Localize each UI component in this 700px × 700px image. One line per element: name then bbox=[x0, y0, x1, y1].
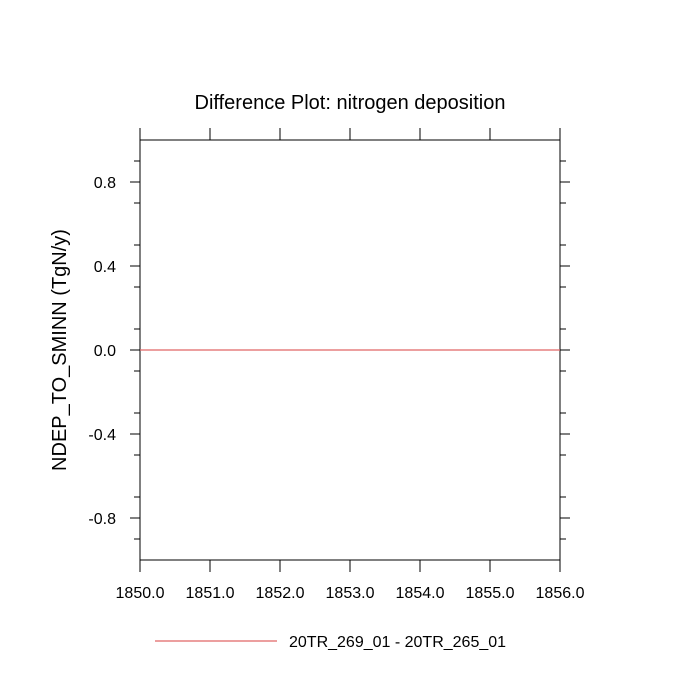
ticks-layer bbox=[130, 128, 570, 572]
chart-title: Difference Plot: nitrogen deposition bbox=[195, 92, 506, 114]
legend: 20TR_269_01 - 20TR_265_01 bbox=[155, 634, 506, 651]
legend-label: 20TR_269_01 - 20TR_265_01 bbox=[289, 634, 506, 651]
tick-labels-layer: 1850.0 1851.0 1852.0 1853.0 1854.0 1855.0 1856… bbox=[88, 175, 584, 602]
y-tick-label: 0.8 bbox=[94, 175, 116, 192]
x-tick-label: 1851.0 bbox=[186, 585, 235, 602]
x-tick-label: 1853.0 bbox=[326, 585, 375, 602]
x-tick-label: 1850.0 bbox=[116, 585, 165, 602]
x-tick-label: 1854.0 bbox=[396, 585, 445, 602]
y-tick-label: 0.0 bbox=[94, 343, 116, 360]
y-tick-label: -0.8 bbox=[88, 511, 116, 528]
x-tick-label: 1852.0 bbox=[256, 585, 305, 602]
x-tick-label: 1856.0 bbox=[536, 585, 585, 602]
y-axis-title: NDEP_TO_SMINN (TgN/y) bbox=[49, 229, 71, 471]
x-tick-label: 1855.0 bbox=[466, 585, 515, 602]
y-tick-label: -0.4 bbox=[88, 427, 116, 444]
y-tick-label: 0.4 bbox=[94, 259, 116, 276]
